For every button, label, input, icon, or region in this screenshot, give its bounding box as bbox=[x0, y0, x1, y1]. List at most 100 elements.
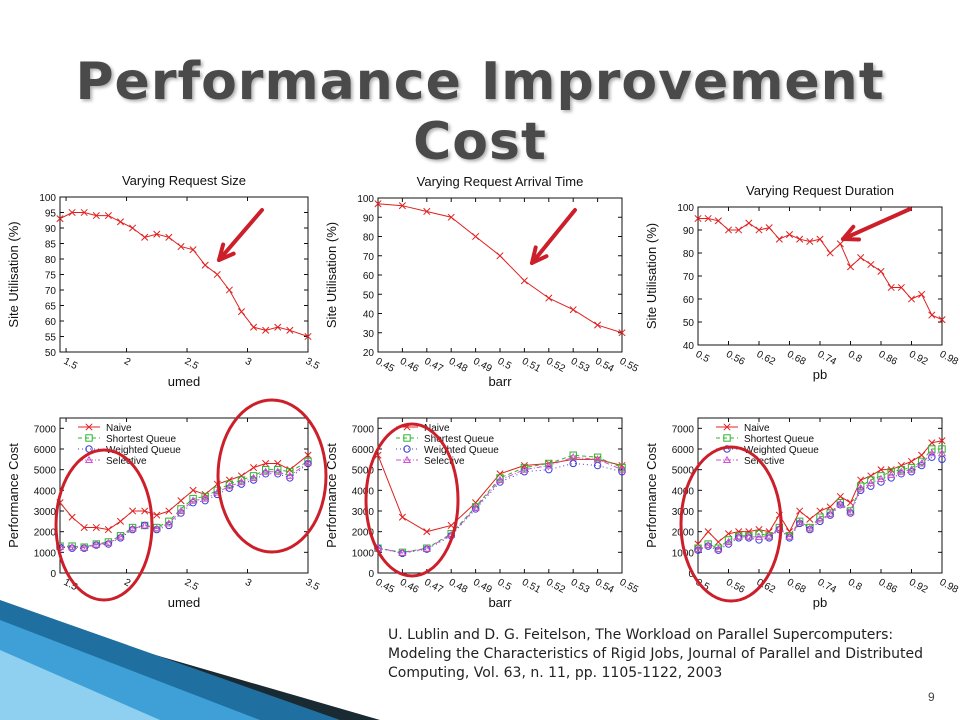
y-tick-label: 65 bbox=[45, 302, 57, 313]
data-point bbox=[286, 326, 294, 334]
data-point bbox=[274, 465, 282, 474]
data-point bbox=[866, 478, 875, 487]
legend-entry: Naive bbox=[424, 423, 450, 434]
y-tick-label: 2000 bbox=[34, 528, 57, 539]
x-tick-label: 0.5 bbox=[496, 356, 514, 372]
x-tick-label: 0.49 bbox=[471, 577, 494, 596]
data-point bbox=[796, 507, 804, 515]
y-tick-label: 70 bbox=[683, 272, 695, 283]
data-point bbox=[225, 476, 233, 484]
plot-frame bbox=[377, 417, 623, 574]
data-point bbox=[423, 528, 431, 536]
highlight-circle bbox=[679, 445, 783, 603]
arrow-chart-3-head bbox=[841, 224, 861, 242]
y-tick-label: 0 bbox=[688, 569, 694, 580]
data-point bbox=[805, 524, 814, 532]
series-line bbox=[697, 448, 942, 549]
data-point bbox=[249, 473, 258, 481]
chart-3: 40 50 60 70 80 90 100 0.5 0.56 0.62 0.68 0.74 0.8 0.8… bbox=[644, 183, 960, 382]
data-point bbox=[785, 532, 794, 540]
data-point bbox=[918, 290, 926, 298]
data-point bbox=[714, 545, 723, 553]
data-point bbox=[938, 445, 946, 453]
data-point bbox=[273, 467, 282, 475]
plot-frame bbox=[59, 417, 309, 574]
data-point bbox=[594, 321, 602, 329]
series-naive bbox=[694, 437, 946, 548]
x-tick-label: 2 bbox=[122, 577, 132, 590]
data-point bbox=[785, 231, 794, 239]
series-line bbox=[377, 454, 623, 553]
arrow-chart-2 bbox=[530, 208, 577, 265]
series-line bbox=[59, 462, 309, 549]
x-tick-label: 3.5 bbox=[304, 577, 322, 593]
data-point bbox=[846, 263, 855, 271]
data-point bbox=[724, 537, 733, 546]
data-point bbox=[80, 523, 88, 532]
x-tick-label: 0.53 bbox=[569, 356, 592, 375]
data-point bbox=[165, 517, 173, 526]
data-point bbox=[755, 526, 763, 534]
data-point bbox=[816, 507, 824, 515]
highlight-circle bbox=[216, 398, 328, 554]
y-tick-label: 40 bbox=[363, 310, 375, 321]
data-point bbox=[826, 511, 834, 519]
data-point bbox=[141, 233, 149, 241]
data-point bbox=[153, 525, 161, 534]
data-point bbox=[140, 521, 149, 529]
legend-entry: Shortest Queue bbox=[744, 434, 814, 445]
chart-title: Varying Request Arrival Time bbox=[417, 174, 584, 189]
data-point bbox=[907, 463, 916, 472]
data-point bbox=[754, 532, 764, 540]
y-tick-label: 1000 bbox=[672, 548, 695, 559]
y-tick-label: 70 bbox=[45, 286, 57, 297]
x-tick-label: 3 bbox=[243, 356, 253, 369]
legend-marker bbox=[403, 434, 411, 442]
arrow-chart-1-head bbox=[217, 242, 236, 262]
x-tick-label: 0.8 bbox=[846, 577, 864, 593]
data-point bbox=[496, 474, 504, 482]
data-point bbox=[938, 437, 946, 445]
x-tick-label: 0.56 bbox=[724, 577, 747, 596]
series-naive bbox=[374, 200, 626, 337]
x-tick-label: 3.5 bbox=[304, 356, 322, 372]
chart-title: Varying Request Size bbox=[122, 173, 246, 188]
data-point bbox=[826, 503, 834, 511]
data-point bbox=[520, 463, 529, 472]
data-point bbox=[826, 509, 835, 518]
data-point bbox=[745, 534, 753, 542]
data-point bbox=[472, 232, 480, 241]
data-point bbox=[806, 515, 814, 523]
slide-decoration bbox=[0, 600, 380, 720]
data-point bbox=[274, 323, 282, 331]
data-point bbox=[189, 486, 197, 494]
y-tick-label: 90 bbox=[45, 224, 57, 235]
x-tick-label: 0.98 bbox=[938, 577, 960, 596]
y-tick-label: 90 bbox=[363, 213, 375, 224]
data-point bbox=[92, 212, 100, 220]
series-selective bbox=[373, 453, 627, 556]
data-point bbox=[116, 532, 125, 540]
data-point bbox=[116, 517, 125, 525]
x-tick-label: 0.74 bbox=[816, 349, 839, 368]
x-tick-label: 0.51 bbox=[520, 577, 543, 596]
x-tick-label: 0.56 bbox=[724, 349, 747, 368]
series-line bbox=[377, 456, 623, 554]
data-point bbox=[836, 492, 844, 501]
y-tick-label: 5000 bbox=[34, 466, 57, 477]
data-point bbox=[286, 466, 294, 474]
data-point bbox=[104, 212, 112, 220]
y-tick-label: 4000 bbox=[34, 486, 57, 497]
data-point bbox=[836, 499, 845, 507]
data-point bbox=[447, 521, 455, 530]
series-naive bbox=[56, 208, 312, 341]
y-tick-label: 70 bbox=[363, 252, 375, 263]
legend-marker bbox=[723, 423, 731, 431]
y-tick-label: 7000 bbox=[352, 424, 375, 435]
y-tick-label: 50 bbox=[45, 348, 57, 359]
data-point bbox=[724, 226, 733, 234]
y-tick-label: 60 bbox=[363, 271, 375, 282]
data-point bbox=[734, 532, 743, 540]
annotations bbox=[54, 207, 912, 603]
